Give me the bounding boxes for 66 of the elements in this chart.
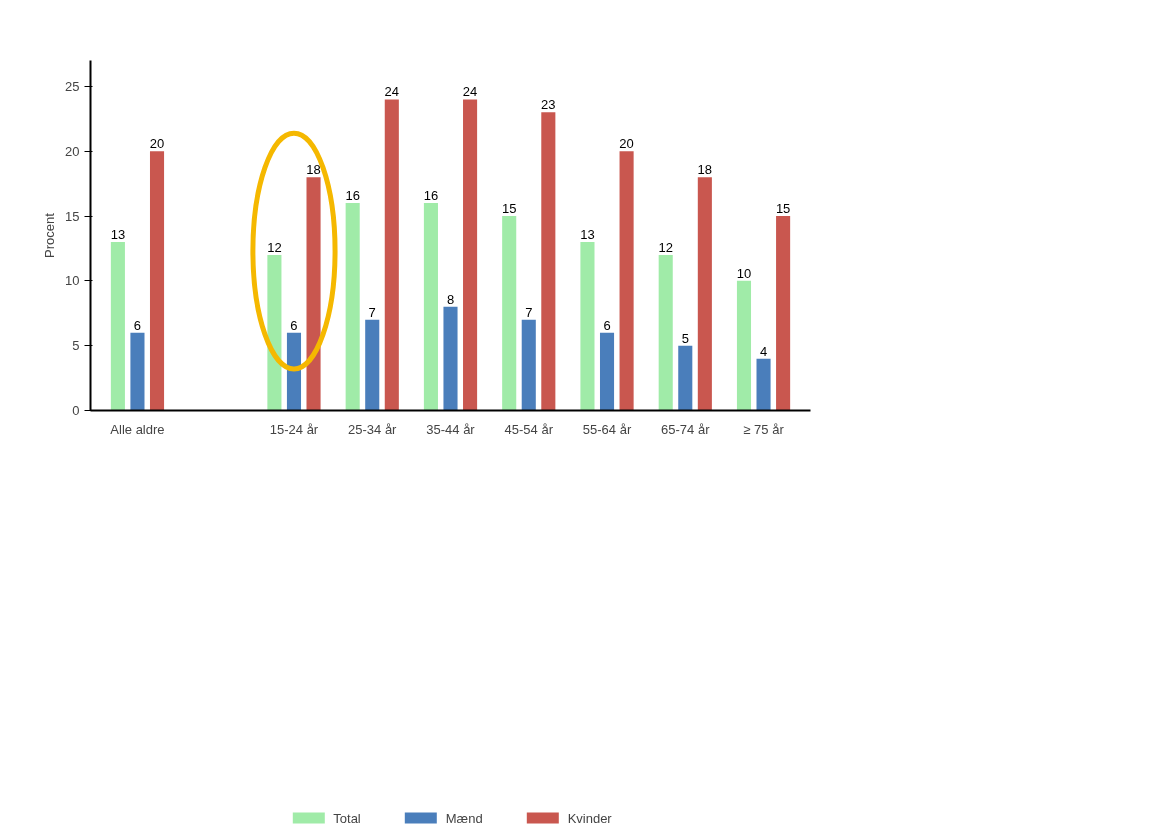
y-tick-label: 0	[72, 403, 80, 418]
bar	[149, 151, 165, 411]
data-label: 6	[603, 317, 611, 333]
y-tick-label: 25	[65, 78, 80, 94]
data-label: 18	[306, 162, 321, 178]
bar	[423, 203, 438, 411]
y-axis-title: Procent	[42, 212, 58, 258]
legend-label: Kvinder	[567, 810, 612, 826]
data-label: 16	[345, 188, 360, 204]
bar	[736, 280, 752, 411]
bar	[599, 332, 615, 411]
data-label: 13	[580, 226, 595, 242]
bar	[521, 319, 536, 411]
data-label: 20	[619, 136, 634, 152]
data-label: 8	[446, 291, 455, 307]
data-label: 20	[149, 136, 165, 152]
bar	[384, 99, 399, 411]
data-label: 24	[462, 84, 478, 100]
data-label: 12	[267, 239, 282, 255]
bar	[365, 319, 380, 411]
x-tick-label: 35-44 år	[426, 421, 476, 437]
bar	[345, 203, 360, 411]
data-label: 13	[110, 226, 126, 242]
bar	[541, 112, 556, 411]
y-tick-label: 5	[72, 338, 80, 354]
y-tick-label: 15	[65, 208, 80, 224]
bar	[756, 358, 771, 411]
data-label: 10	[736, 265, 752, 281]
data-label: 24	[384, 84, 400, 100]
x-tick-label: 45-54 år	[504, 421, 554, 437]
x-tick-label: Alle aldre	[110, 421, 165, 437]
data-label: 5	[681, 330, 689, 346]
bar	[502, 216, 517, 411]
bar	[463, 99, 478, 411]
x-tick-label: 55-64 år	[582, 421, 632, 437]
data-label: 4	[759, 343, 768, 359]
bar	[580, 241, 595, 411]
bar	[678, 345, 693, 411]
legend-label: Mænd	[445, 810, 483, 826]
legend-label: Total	[333, 810, 361, 826]
data-label: 23	[541, 97, 556, 113]
x-tick-label: ≥ 75 år	[743, 421, 785, 437]
data-label: 7	[525, 304, 533, 320]
bar	[697, 177, 712, 411]
y-tick-label: 20	[65, 143, 80, 159]
data-label: 7	[368, 304, 376, 320]
data-label: 16	[423, 188, 439, 204]
bar	[776, 216, 791, 411]
data-label: 6	[290, 317, 298, 333]
x-tick-label: 25-34 år	[348, 421, 398, 437]
bar	[619, 151, 634, 411]
y-tick-label: 10	[65, 273, 80, 289]
bar	[110, 241, 125, 411]
bar	[306, 177, 321, 411]
x-tick-label: 15-24 år	[269, 421, 319, 437]
data-label: 18	[697, 162, 713, 178]
bar	[267, 254, 282, 411]
bar	[130, 332, 145, 411]
bar	[286, 332, 302, 411]
data-label: 6	[133, 317, 142, 333]
data-label: 15	[501, 201, 517, 217]
data-label: 12	[658, 239, 673, 255]
x-tick-label: 65-74 år	[661, 421, 711, 437]
data-label: 15	[775, 201, 791, 217]
bar	[658, 254, 673, 411]
bar	[443, 306, 458, 411]
